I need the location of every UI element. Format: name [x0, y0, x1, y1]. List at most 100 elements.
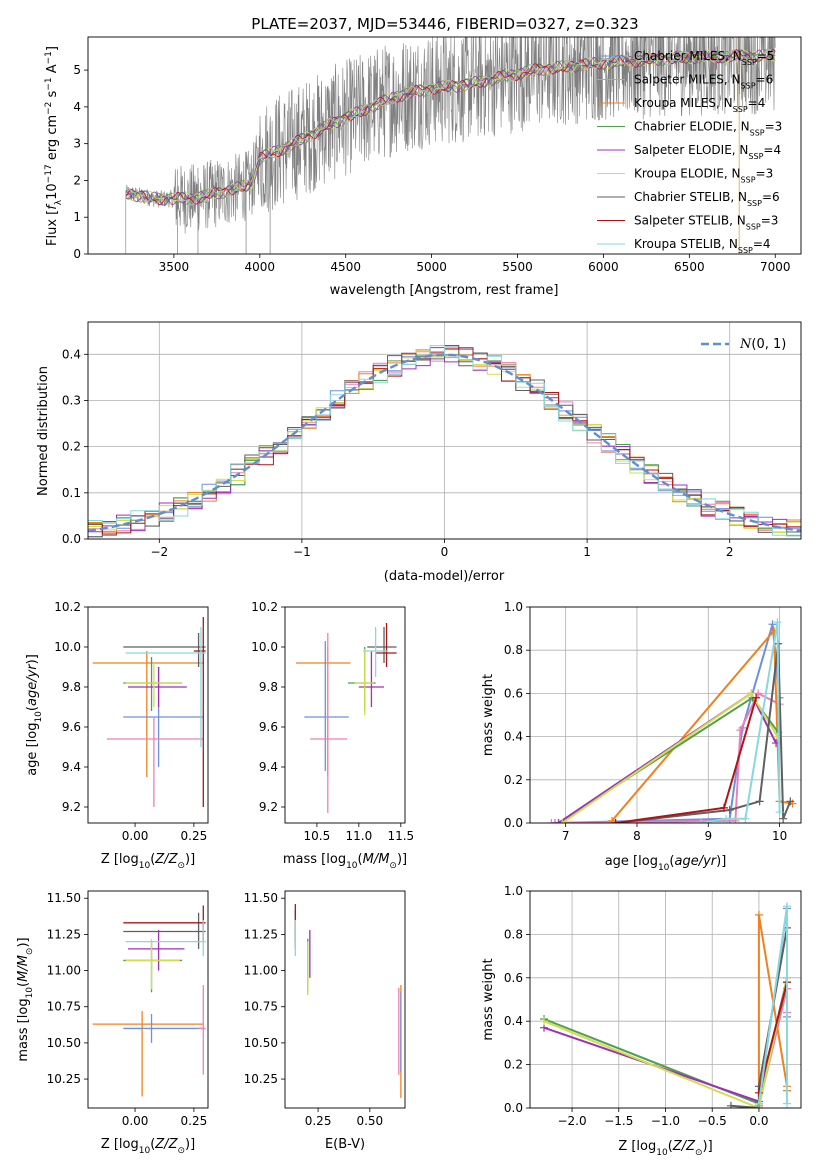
x-axis-label: E(B-V)	[325, 1137, 365, 1152]
legend-label: N(0, 1)	[739, 337, 786, 352]
chart-mass-vs-Z: 0.00 0.25 10.25 10.50 10.75 11.00 11.25 11.50 Z …	[16, 890, 209, 1156]
y-tick-label: 11.00	[47, 964, 81, 978]
y-tick-label: 10.75	[244, 1000, 278, 1014]
y-tick-label: 4	[73, 100, 81, 114]
x-tick-label: 4000	[245, 260, 276, 274]
y-tick-label: 0.8	[504, 643, 523, 657]
errorbar-chabrier-miles	[304, 641, 349, 771]
data-point	[754, 1099, 763, 1108]
errorbar-kroupa-stelib	[125, 919, 206, 957]
y-tick-label: 9.2	[62, 800, 81, 814]
y-tick-label: 3	[73, 137, 81, 151]
y-tick-label: 11.25	[47, 927, 81, 941]
errorbar-kroupa-stelib	[125, 627, 206, 747]
axes-frame	[284, 890, 406, 1109]
x-tick-label: 11.5	[387, 829, 414, 843]
data-point	[725, 806, 734, 815]
y-axis-label: mass weight	[481, 674, 496, 756]
y-tick-label: 11.25	[244, 927, 278, 941]
chart-residuals: −2 −1 0 1 2 0.0 0.1 0.2 0.3 0.4 N(0, 1) (data-model…	[36, 321, 802, 584]
y-tick-label: 0.0	[504, 1101, 523, 1115]
y-tick-label: 11.50	[47, 891, 81, 905]
y-tick-label: 10.75	[47, 1000, 81, 1014]
data-point	[775, 808, 784, 817]
y-tick-label: 9.2	[259, 800, 278, 814]
series-line	[615, 643, 792, 823]
model-line-kroupa-stelib	[125, 48, 776, 206]
x-tick-label: 1	[583, 545, 591, 559]
plot-area	[294, 904, 402, 1098]
y-tick-label: 9.6	[62, 720, 81, 734]
x-tick-label: −0.5	[698, 1114, 727, 1128]
data-point	[773, 618, 782, 627]
y-tick-label: 1.0	[504, 884, 523, 898]
y-tick-label: 0.4	[504, 730, 523, 744]
x-tick-label: 0.25	[181, 1114, 208, 1128]
errorbar-kroupa-elodie	[125, 938, 180, 990]
y-tick-label: 9.4	[259, 760, 278, 774]
chart-mass-vs-ebv: 0.25 0.50 10.25 10.50 10.75 11.00 11.25 11.50 E(…	[244, 890, 406, 1152]
y-tick-label: 10.0	[251, 640, 278, 654]
legend-label: Chabrier ELODIE, NSSP=3	[634, 120, 782, 138]
x-tick-label: 7	[562, 829, 570, 843]
y-tick-label: 0.2	[504, 773, 523, 787]
y-tick-label: 9.8	[259, 680, 278, 694]
data-point	[752, 693, 761, 702]
axes-frame	[87, 321, 802, 540]
errorbar-salpeter-elodie	[128, 930, 185, 971]
x-tick-label: −2.0	[557, 1114, 586, 1128]
plot-area	[540, 902, 791, 1108]
y-tick-label: 10.25	[47, 1072, 81, 1086]
y-tick-label: 10.50	[47, 1036, 81, 1050]
chart-spectrum: 3500 4000 4500 5000 5500 6000 6500 7000 0 1 2 3 4 5 Ch…	[44, 36, 802, 298]
legend-label: Chabrier STELIB, NSSP=6	[634, 190, 780, 208]
y-tick-label: 0.2	[504, 1058, 523, 1072]
errorbar-kroupa-stelib	[363, 627, 389, 677]
errorbar-chabrier-stelib	[123, 912, 206, 949]
normal-curve	[88, 353, 801, 533]
legend-label: Salpeter ELODIE, NSSP=4	[634, 143, 781, 161]
legend-label: Kroupa STELIB, NSSP=4	[634, 237, 771, 255]
y-axis-label: mass [log10(M/M⊙)]	[16, 937, 35, 1061]
y-tick-label: 11.50	[244, 891, 278, 905]
x-tick-label: 3500	[159, 260, 190, 274]
model-line-chabrier-elodie	[125, 48, 776, 205]
plot-area	[125, 37, 776, 254]
errorbar-salpeter-elodie	[128, 667, 187, 707]
x-axis-label: wavelength [Angstrom, rest frame]	[330, 283, 559, 298]
y-tick-label: 1	[73, 210, 81, 224]
histogram-kroupa-stelib	[88, 345, 801, 536]
axes-frame	[284, 606, 406, 824]
data-point	[722, 814, 731, 823]
y-tick-label: 10.0	[54, 640, 81, 654]
x-tick-label: 6500	[674, 260, 705, 274]
data-point	[754, 1088, 763, 1097]
plot-area	[547, 618, 797, 823]
data-point	[782, 902, 791, 911]
y-tick-label: 0.2	[62, 440, 81, 454]
y-tick-label: 2	[73, 173, 81, 187]
x-tick-label: 10	[772, 829, 787, 843]
x-axis-label: age [log10(age/yr)]	[605, 854, 727, 873]
plot-area	[92, 905, 206, 1097]
x-tick-label: −2	[150, 545, 168, 559]
legend: Chabrier MILES, NSSP=5 Salpeter MILES, NS…	[597, 49, 782, 255]
axes-frame	[87, 606, 209, 824]
y-tick-label: 9.6	[259, 720, 278, 734]
errorbar-kroupa-miles	[92, 1011, 204, 1097]
series-kroupa-stelib	[754, 902, 791, 1108]
y-tick-label: 11.00	[244, 964, 278, 978]
data-spectrum	[125, 37, 776, 254]
data-point	[697, 819, 706, 823]
x-tick-label: 0.50	[356, 1114, 383, 1128]
x-axis-label: mass [log10(M/M⊙)]	[283, 852, 407, 871]
y-tick-label: 0.6	[504, 686, 523, 700]
errorbar-salpeter-stelib	[193, 617, 206, 807]
plot-area	[92, 617, 206, 807]
y-tick-label: 0.4	[504, 1014, 523, 1028]
data-point	[608, 816, 617, 823]
legend-label: Chabrier MILES, NSSP=5	[634, 49, 774, 67]
y-tick-label: 0	[73, 247, 81, 261]
y-axis-label: age [log10(age/yr)]	[25, 654, 44, 776]
axes-frame	[529, 606, 802, 824]
